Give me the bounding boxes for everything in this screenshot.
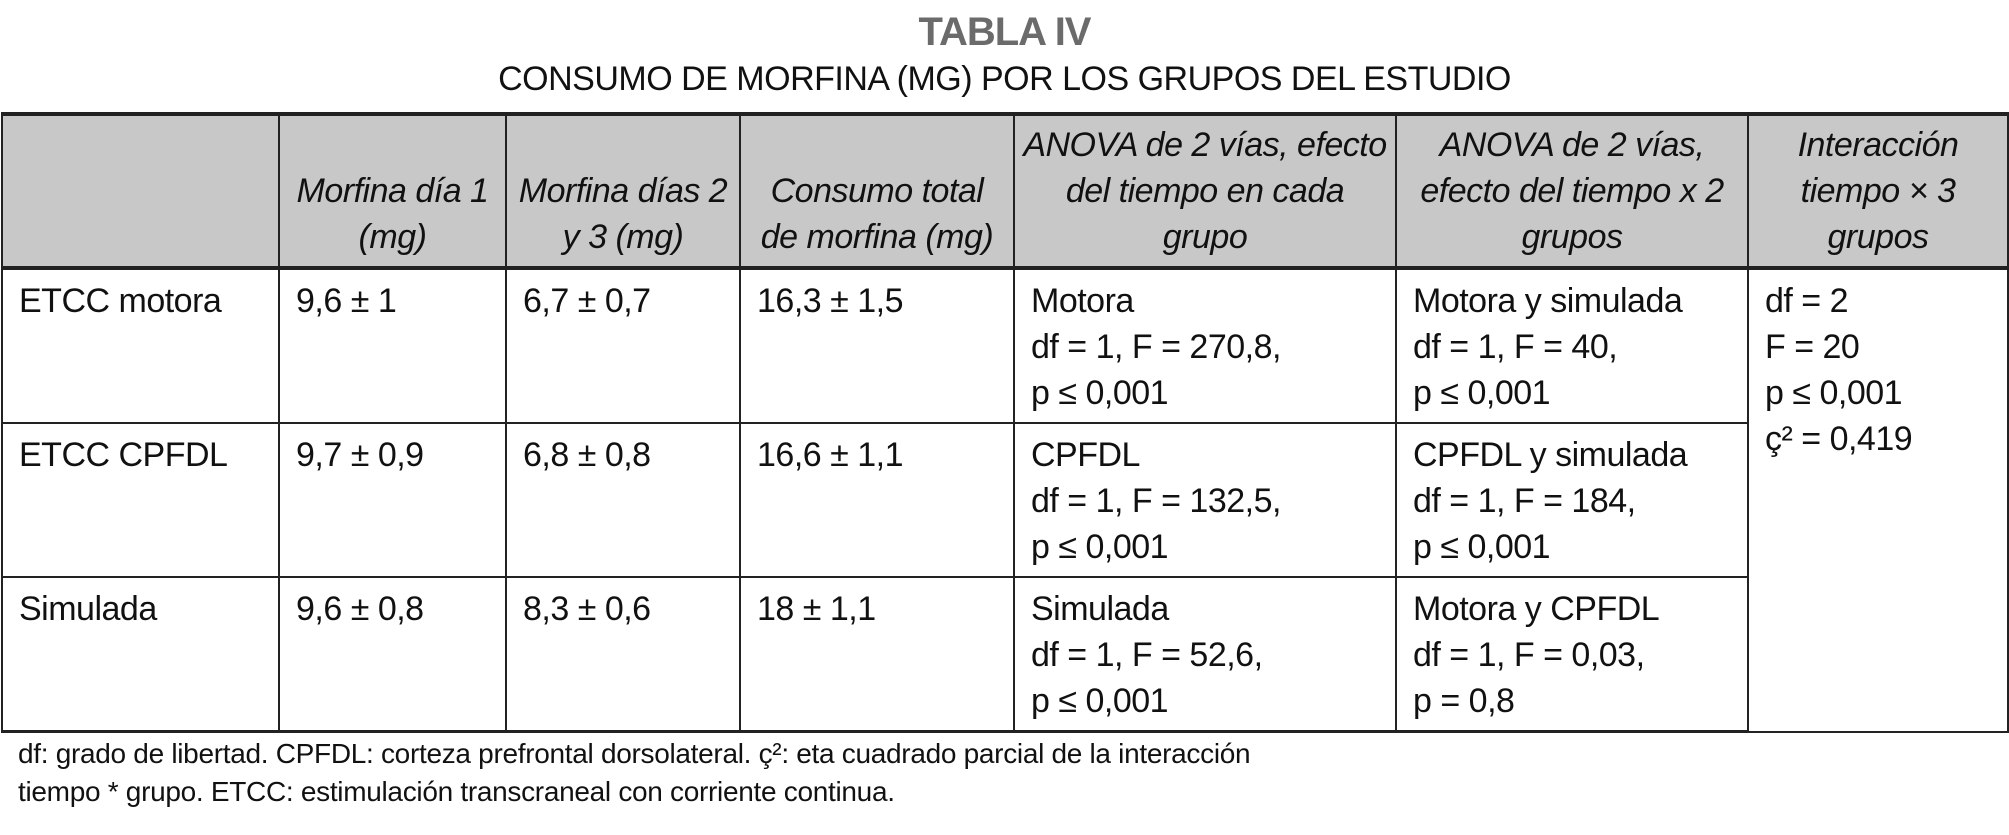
cell-day23: 8,3 ± 0,6 [505, 576, 741, 733]
cell-day1: 9,7 ± 0,9 [278, 422, 507, 578]
cell-anova-group: CPFDL df = 1, F = 132,5, p ≤ 0,001 [1013, 422, 1397, 578]
table-row: ETCC motora 9,6 ± 1 6,7 ± 0,7 16,3 ± 1,5… [1, 267, 2009, 733]
cell-group: ETCC CPFDL [1, 422, 280, 578]
cell-day1: 9,6 ± 1 [278, 267, 507, 424]
cell-interaction: df = 2 F = 20 p ≤ 0,001 ç² = 0,419 [1747, 267, 2009, 733]
footnote: df: grado de libertad. CPFDL: corteza pr… [18, 738, 1251, 807]
cell-group: ETCC motora [1, 267, 280, 424]
header-empty [1, 112, 280, 270]
table-label: TABLA IV [918, 10, 1092, 54]
table-row: Simulada 9,6 ± 0,8 8,3 ± 0,6 18 ± 1,1 Si… [1, 576, 2008, 733]
header-day1: Morfina día 1 (mg) [278, 112, 507, 270]
header-anova-pair: ANOVA de 2 vías, efecto del tiempo x 2 g… [1395, 112, 1749, 270]
cell-day23: 6,7 ± 0,7 [505, 267, 741, 424]
cell-anova-pair: CPFDL y simulada df = 1, F = 184, p ≤ 0,… [1395, 422, 1749, 578]
table-row: ETCC CPFDL 9,7 ± 0,9 6,8 ± 0,8 16,6 ± 1,… [1, 422, 2008, 578]
cell-group: Simulada [1, 576, 280, 733]
table-caption: CONSUMO DE MORFINA (MG) POR LOS GRUPOS D… [498, 60, 1511, 98]
morphine-table: Morfina día 1 (mg) Morfina días 2 y 3 (m… [1, 112, 2009, 733]
cell-anova-pair: Motora y CPFDL df = 1, F = 0,03, p = 0,8 [1395, 576, 1749, 733]
cell-anova-group: Motora df = 1, F = 270,8, p ≤ 0,001 [1013, 267, 1397, 424]
cell-day1: 9,6 ± 0,8 [278, 576, 507, 733]
header-day23: Morfina días 2 y 3 (mg) [505, 112, 741, 270]
cell-total: 16,6 ± 1,1 [739, 422, 1015, 578]
header-anova-group: ANOVA de 2 vías, efecto del tiempo en ca… [1013, 112, 1397, 270]
cell-total: 16,3 ± 1,5 [739, 267, 1015, 424]
header-row: Morfina día 1 (mg) Morfina días 2 y 3 (m… [1, 112, 2009, 270]
cell-total: 18 ± 1,1 [739, 576, 1015, 733]
cell-anova-pair: Motora y simulada df = 1, F = 40, p ≤ 0,… [1395, 267, 1749, 424]
header-total: Consumo total de morfina (mg) [739, 112, 1015, 270]
cell-anova-group: Simulada df = 1, F = 52,6, p ≤ 0,001 [1013, 576, 1397, 733]
header-interaction: Interacción tiempo × 3 grupos [1747, 112, 2009, 270]
cell-day23: 6,8 ± 0,8 [505, 422, 741, 578]
